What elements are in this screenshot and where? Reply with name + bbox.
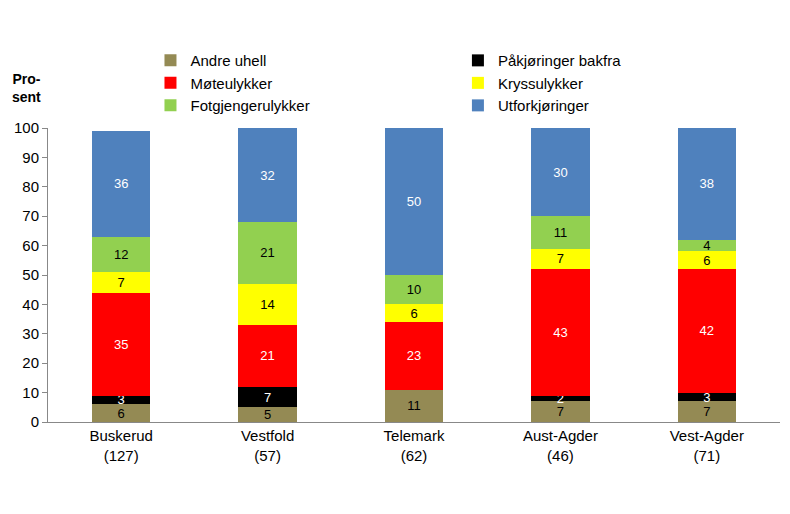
svg-text:Utforkjøringer: Utforkjøringer xyxy=(498,97,589,114)
svg-text:7: 7 xyxy=(557,251,564,266)
svg-text:40: 40 xyxy=(22,296,39,313)
svg-text:50: 50 xyxy=(22,266,39,283)
svg-text:30: 30 xyxy=(553,165,567,180)
svg-text:3: 3 xyxy=(703,390,710,405)
svg-text:Telemark(62): Telemark(62) xyxy=(384,427,445,464)
svg-text:7: 7 xyxy=(118,275,125,290)
svg-text:Andre uhell: Andre uhell xyxy=(190,52,266,69)
svg-text:7: 7 xyxy=(703,404,710,419)
svg-text:11: 11 xyxy=(554,225,568,240)
svg-text:12: 12 xyxy=(114,247,128,262)
svg-text:3: 3 xyxy=(118,392,125,407)
svg-text:7: 7 xyxy=(557,404,564,419)
svg-text:50: 50 xyxy=(407,194,421,209)
svg-text:7: 7 xyxy=(264,390,271,405)
svg-text:32: 32 xyxy=(260,168,274,183)
svg-text:6: 6 xyxy=(410,306,417,321)
svg-text:23: 23 xyxy=(407,348,421,363)
svg-text:42: 42 xyxy=(700,323,714,338)
svg-text:100: 100 xyxy=(14,119,39,136)
svg-text:21: 21 xyxy=(260,348,274,363)
svg-text:36: 36 xyxy=(114,176,128,191)
svg-text:Kryssulykker: Kryssulykker xyxy=(498,75,583,92)
svg-text:10: 10 xyxy=(22,384,39,401)
svg-text:Fotgjengerulykker: Fotgjengerulykker xyxy=(190,97,309,114)
svg-text:Møteulykker: Møteulykker xyxy=(190,75,272,92)
svg-text:5: 5 xyxy=(264,407,271,422)
svg-text:Vest-Agder(71): Vest-Agder(71) xyxy=(670,427,744,464)
svg-text:14: 14 xyxy=(260,297,274,312)
svg-text:10: 10 xyxy=(407,282,421,297)
svg-text:60: 60 xyxy=(22,237,39,254)
svg-text:0: 0 xyxy=(31,413,39,430)
svg-text:4: 4 xyxy=(703,238,710,253)
svg-text:38: 38 xyxy=(700,176,714,191)
svg-text:80: 80 xyxy=(22,178,39,195)
svg-text:70: 70 xyxy=(22,207,39,224)
svg-text:2: 2 xyxy=(557,391,564,406)
svg-text:30: 30 xyxy=(22,325,39,342)
svg-text:Aust-Agder(46): Aust-Agder(46) xyxy=(523,427,598,464)
svg-text:20: 20 xyxy=(22,354,39,371)
svg-text:Pro-sent: Pro-sent xyxy=(12,71,41,105)
svg-text:90: 90 xyxy=(22,149,39,166)
svg-text:35: 35 xyxy=(114,337,128,352)
svg-text:11: 11 xyxy=(407,398,421,413)
svg-text:Vestfold(57): Vestfold(57) xyxy=(241,427,294,464)
svg-text:Buskerud(127): Buskerud(127) xyxy=(90,427,153,464)
svg-text:6: 6 xyxy=(703,253,710,268)
svg-text:43: 43 xyxy=(553,325,567,340)
svg-text:Påkjøringer bakfra: Påkjøringer bakfra xyxy=(498,52,621,69)
svg-text:6: 6 xyxy=(118,406,125,421)
svg-text:21: 21 xyxy=(260,245,274,260)
